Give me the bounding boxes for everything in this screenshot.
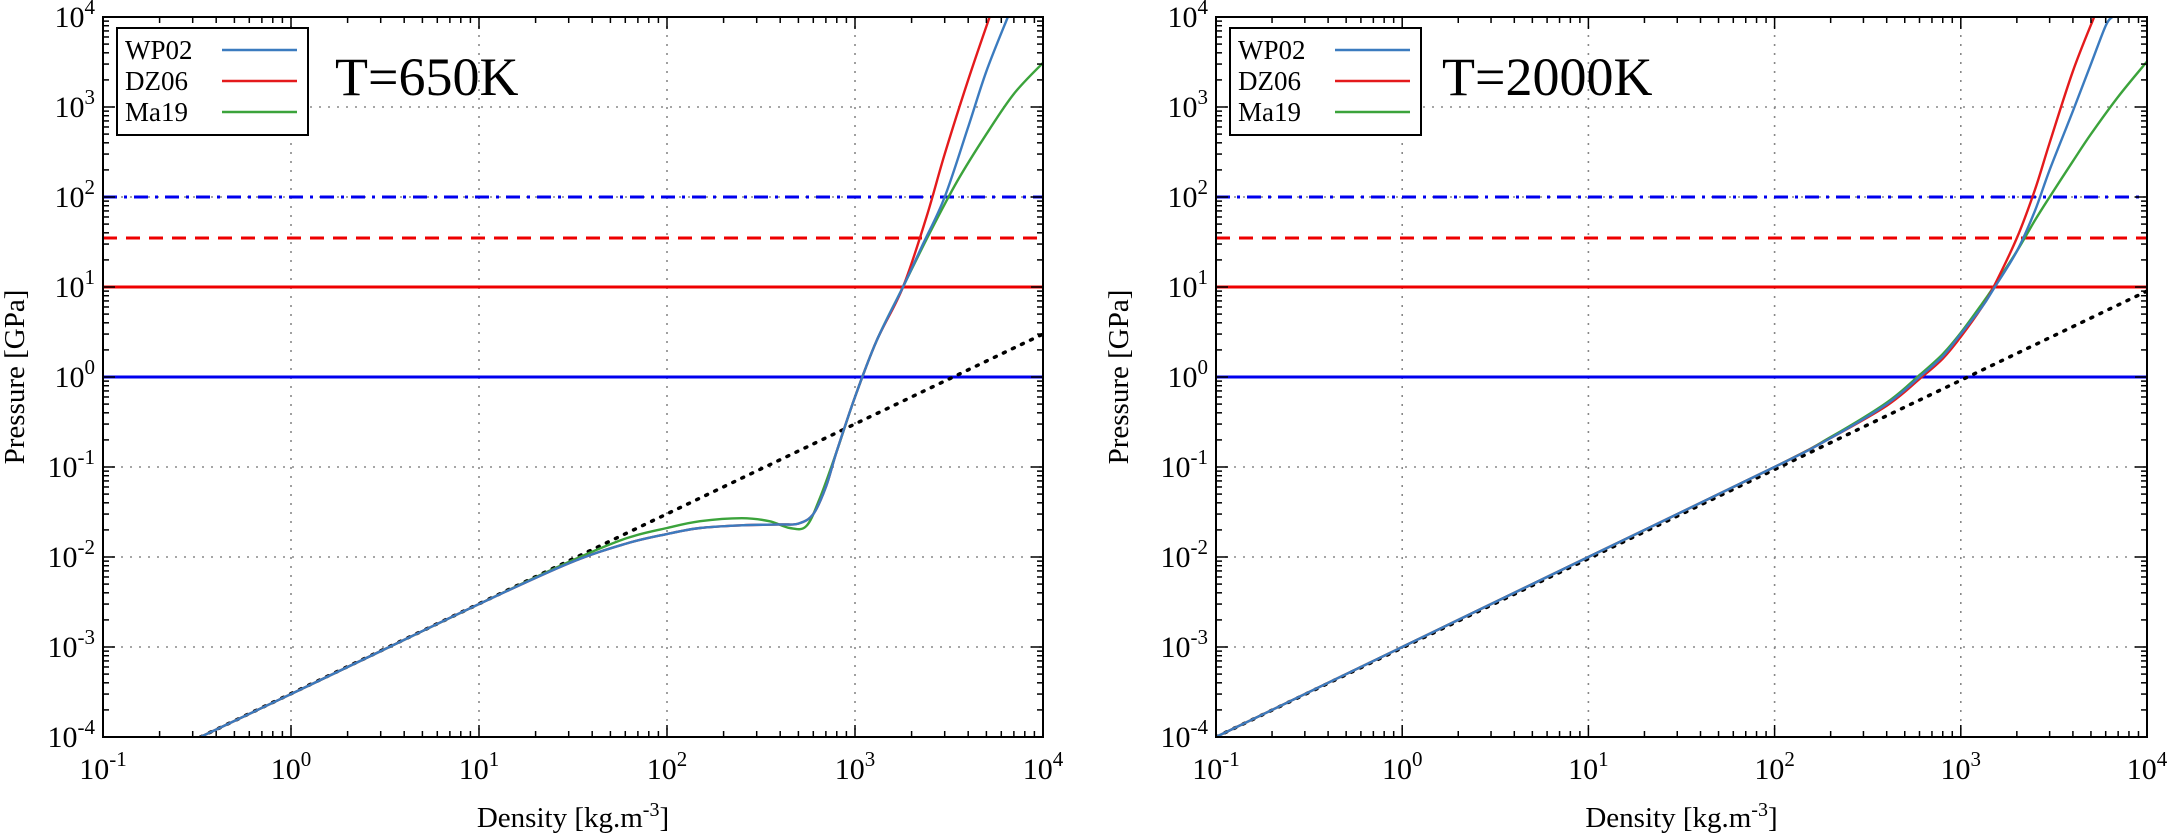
legend-label-ma19: Ma19 bbox=[125, 97, 188, 127]
y-axis-title: Pressure [GPa] bbox=[1103, 290, 1135, 465]
legend-label-wp02: WP02 bbox=[125, 35, 193, 65]
panel-title: T=2000K bbox=[1442, 47, 1652, 107]
y-tick-label: 10-4 bbox=[48, 715, 96, 754]
y-tick-label: 101 bbox=[1168, 265, 1209, 304]
y-tick-label: 104 bbox=[55, 0, 96, 34]
x-tick-label: 10-1 bbox=[1192, 747, 1240, 786]
x-tick-label: 101 bbox=[459, 747, 500, 786]
legend-label-ma19: Ma19 bbox=[1238, 97, 1301, 127]
y-axis-title: Pressure [GPa] bbox=[0, 290, 31, 465]
panel-title: T=650K bbox=[335, 47, 518, 107]
legend-label-dz06: DZ06 bbox=[125, 66, 188, 96]
y-tick-label: 102 bbox=[1168, 175, 1209, 214]
x-tick-label: 100 bbox=[1382, 747, 1423, 786]
panel-t2000: 10-1 100 101 102 103 104 10-4 10-3 10-2 10-1 100 10… bbox=[1103, 0, 2168, 834]
reference-lines bbox=[103, 195, 1043, 379]
y-tick-label: 10-1 bbox=[1161, 445, 1209, 484]
y-tick-label: 10-3 bbox=[1161, 625, 1209, 664]
series-line-ideal-gas bbox=[198, 332, 1043, 737]
tick-labels: 10-1 100 101 102 103 104 10-4 10-3 10-2 10-1 100 10… bbox=[48, 0, 1064, 786]
y-tick-label: 103 bbox=[55, 85, 96, 124]
tick-labels: 10-1 100 101 102 103 104 10-4 10-3 10-2 10-1 100 10… bbox=[1161, 0, 2168, 786]
legend-label-wp02: WP02 bbox=[1238, 35, 1306, 65]
x-tick-label: 103 bbox=[1941, 747, 1982, 786]
y-tick-label: 100 bbox=[1168, 355, 1209, 394]
y-tick-label: 100 bbox=[55, 355, 96, 394]
axis-ticks bbox=[1215, 17, 2147, 738]
y-tick-label: 10-4 bbox=[1161, 715, 1209, 754]
y-tick-label: 10-2 bbox=[48, 535, 96, 574]
series-line-ma19 bbox=[1216, 60, 2147, 737]
x-tick-label: 104 bbox=[1023, 747, 1064, 786]
series-group bbox=[198, 17, 1043, 737]
series-line-wp02 bbox=[199, 17, 1010, 737]
x-tick-label: 102 bbox=[1754, 747, 1795, 786]
x-axis-title: Density [kg.m-3] bbox=[477, 799, 669, 834]
y-tick-label: 10-3 bbox=[48, 625, 96, 664]
x-tick-label: 102 bbox=[647, 747, 688, 786]
x-tick-label: 104 bbox=[2127, 747, 2168, 786]
panel-t650: 10-1 100 101 102 103 104 10-4 10-3 10-2 10-1 100 10… bbox=[0, 0, 1064, 834]
x-tick-label: 100 bbox=[271, 747, 312, 786]
x-tick-label: 101 bbox=[1568, 747, 1609, 786]
y-tick-label: 102 bbox=[55, 175, 96, 214]
series-group bbox=[1216, 17, 2147, 737]
x-tick-label: 103 bbox=[835, 747, 876, 786]
series-line-ma19 bbox=[199, 61, 1043, 737]
y-tick-label: 10-1 bbox=[48, 445, 96, 484]
legend-label-dz06: DZ06 bbox=[1238, 66, 1301, 96]
reference-lines bbox=[1216, 195, 2147, 379]
axis-ticks bbox=[102, 17, 1043, 738]
series-line-wp02 bbox=[1216, 17, 2114, 737]
x-axis-title: Density [kg.m-3] bbox=[1585, 799, 1777, 834]
y-tick-label: 10-2 bbox=[1161, 535, 1209, 574]
x-tick-label: 10-1 bbox=[79, 747, 127, 786]
y-tick-label: 103 bbox=[1168, 85, 1209, 124]
y-tick-label: 104 bbox=[1168, 0, 1209, 34]
y-tick-label: 101 bbox=[55, 265, 96, 304]
